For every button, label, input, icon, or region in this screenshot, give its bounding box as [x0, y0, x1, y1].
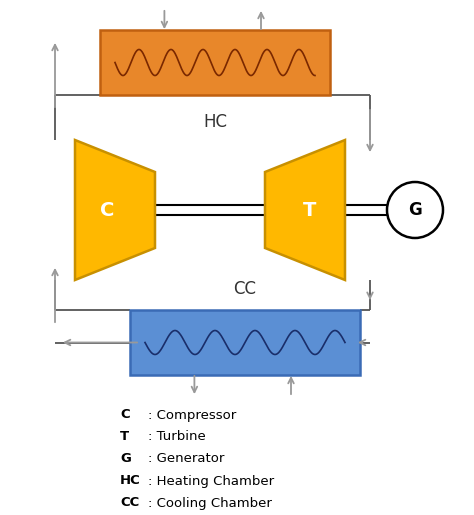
Text: HC: HC	[120, 474, 141, 488]
Text: CC: CC	[120, 496, 139, 509]
Text: : Turbine: : Turbine	[148, 431, 206, 443]
Text: G: G	[408, 201, 422, 219]
Bar	[130, 310, 360, 375]
Text: G: G	[120, 453, 131, 466]
Text: C: C	[120, 408, 129, 421]
Polygon shape	[75, 140, 155, 280]
Text: CC: CC	[234, 280, 256, 298]
Text: : Generator: : Generator	[148, 453, 224, 466]
Bar	[100, 30, 330, 95]
Text: : Heating Chamber: : Heating Chamber	[148, 474, 274, 488]
Text: T: T	[303, 200, 317, 219]
Text: : Compressor: : Compressor	[148, 408, 236, 421]
Text: C: C	[100, 200, 114, 219]
Circle shape	[387, 182, 443, 238]
Text: HC: HC	[203, 113, 227, 131]
Polygon shape	[265, 140, 345, 280]
Text: T: T	[120, 431, 129, 443]
Text: : Cooling Chamber: : Cooling Chamber	[148, 496, 272, 509]
